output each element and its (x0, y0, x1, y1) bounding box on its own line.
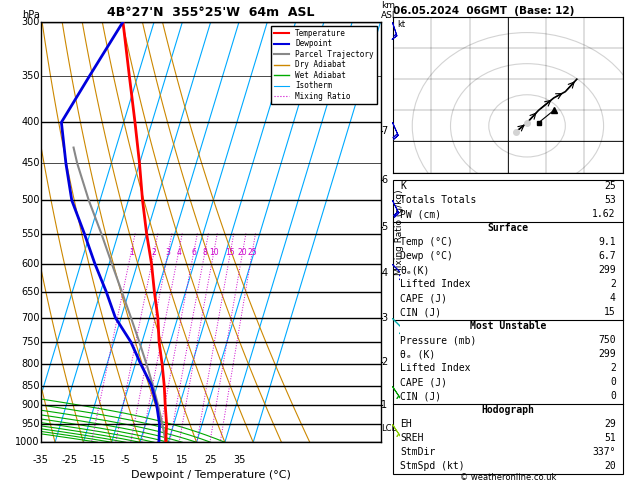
Text: 25: 25 (204, 455, 217, 465)
Text: 53: 53 (604, 195, 616, 205)
Text: CIN (J): CIN (J) (400, 307, 441, 317)
Text: -35: -35 (33, 455, 49, 465)
Text: 350: 350 (21, 70, 40, 81)
Text: 299: 299 (598, 265, 616, 275)
Text: Temp (°C): Temp (°C) (400, 237, 453, 247)
Text: 400: 400 (21, 117, 40, 127)
Text: 299: 299 (598, 349, 616, 359)
Text: 15: 15 (226, 247, 235, 257)
Text: © weatheronline.co.uk: © weatheronline.co.uk (460, 473, 556, 482)
Text: 1: 1 (129, 247, 133, 257)
Text: -5: -5 (121, 455, 131, 465)
Text: θₑ(K): θₑ(K) (400, 265, 430, 275)
Text: 700: 700 (21, 312, 40, 323)
Text: -25: -25 (61, 455, 77, 465)
Text: 0: 0 (610, 377, 616, 387)
Text: 300: 300 (21, 17, 40, 27)
Text: CIN (J): CIN (J) (400, 391, 441, 401)
Text: 8: 8 (203, 247, 208, 257)
Text: Most Unstable: Most Unstable (470, 321, 546, 331)
Text: 2: 2 (610, 364, 616, 373)
Text: 950: 950 (21, 419, 40, 429)
Text: 750: 750 (21, 337, 40, 347)
Text: 800: 800 (21, 359, 40, 369)
Text: 1.62: 1.62 (593, 209, 616, 219)
Text: 750: 750 (598, 335, 616, 346)
Text: 2: 2 (610, 279, 616, 289)
Text: kt: kt (397, 20, 405, 29)
Text: 0: 0 (610, 391, 616, 401)
Text: 2: 2 (152, 247, 157, 257)
Text: 15: 15 (176, 455, 189, 465)
Text: Dewp (°C): Dewp (°C) (400, 251, 453, 261)
Text: 1000: 1000 (15, 437, 40, 447)
Text: 850: 850 (21, 381, 40, 391)
Text: km
ASL: km ASL (381, 1, 398, 20)
Text: 1: 1 (381, 399, 387, 410)
Text: Dewpoint / Temperature (°C): Dewpoint / Temperature (°C) (131, 469, 291, 480)
Text: hPa: hPa (22, 10, 40, 20)
Text: 10: 10 (209, 247, 219, 257)
Text: Lifted Index: Lifted Index (400, 279, 470, 289)
Text: 500: 500 (21, 195, 40, 205)
Text: Lifted Index: Lifted Index (400, 364, 470, 373)
Text: 337°: 337° (593, 447, 616, 457)
Text: 5: 5 (381, 222, 387, 232)
Text: 25: 25 (604, 181, 616, 191)
Text: -15: -15 (89, 455, 106, 465)
Text: 29: 29 (604, 419, 616, 429)
Text: θₑ (K): θₑ (K) (400, 349, 435, 359)
Text: 6: 6 (381, 175, 387, 185)
Text: PW (cm): PW (cm) (400, 209, 441, 219)
Text: 4B°27'N  355°25'W  64m  ASL: 4B°27'N 355°25'W 64m ASL (107, 6, 314, 19)
Text: 9.1: 9.1 (598, 237, 616, 247)
Text: CAPE (J): CAPE (J) (400, 377, 447, 387)
Text: 4: 4 (610, 294, 616, 303)
Text: LCL: LCL (381, 423, 396, 433)
Text: 600: 600 (21, 259, 40, 269)
Text: 3: 3 (166, 247, 170, 257)
Text: Surface: Surface (487, 223, 528, 233)
Text: EH: EH (400, 419, 412, 429)
Text: K: K (400, 181, 406, 191)
Text: StmSpd (kt): StmSpd (kt) (400, 461, 465, 471)
Text: Totals Totals: Totals Totals (400, 195, 476, 205)
Text: 900: 900 (21, 400, 40, 411)
Text: 2: 2 (381, 357, 387, 367)
Text: 06.05.2024  06GMT  (Base: 12): 06.05.2024 06GMT (Base: 12) (393, 6, 574, 16)
Text: 550: 550 (21, 228, 40, 239)
Text: 5: 5 (151, 455, 157, 465)
Text: 7: 7 (381, 126, 387, 136)
Text: Hodograph: Hodograph (481, 405, 535, 416)
Text: 450: 450 (21, 158, 40, 169)
Text: CAPE (J): CAPE (J) (400, 294, 447, 303)
Text: 15: 15 (604, 307, 616, 317)
Text: 20: 20 (604, 461, 616, 471)
Legend: Temperature, Dewpoint, Parcel Trajectory, Dry Adiabat, Wet Adiabat, Isotherm, Mi: Temperature, Dewpoint, Parcel Trajectory… (270, 26, 377, 104)
Text: 35: 35 (233, 455, 245, 465)
Text: Pressure (mb): Pressure (mb) (400, 335, 476, 346)
Text: 650: 650 (21, 287, 40, 297)
Text: 20: 20 (238, 247, 247, 257)
Text: 6.7: 6.7 (598, 251, 616, 261)
Text: 4: 4 (176, 247, 181, 257)
Text: 6: 6 (191, 247, 196, 257)
Text: Mixing Ratio (g/kg): Mixing Ratio (g/kg) (395, 189, 404, 275)
Text: 4: 4 (381, 268, 387, 278)
Text: 51: 51 (604, 434, 616, 443)
Text: SREH: SREH (400, 434, 423, 443)
Text: 25: 25 (247, 247, 257, 257)
Text: StmDir: StmDir (400, 447, 435, 457)
Text: 3: 3 (381, 313, 387, 323)
